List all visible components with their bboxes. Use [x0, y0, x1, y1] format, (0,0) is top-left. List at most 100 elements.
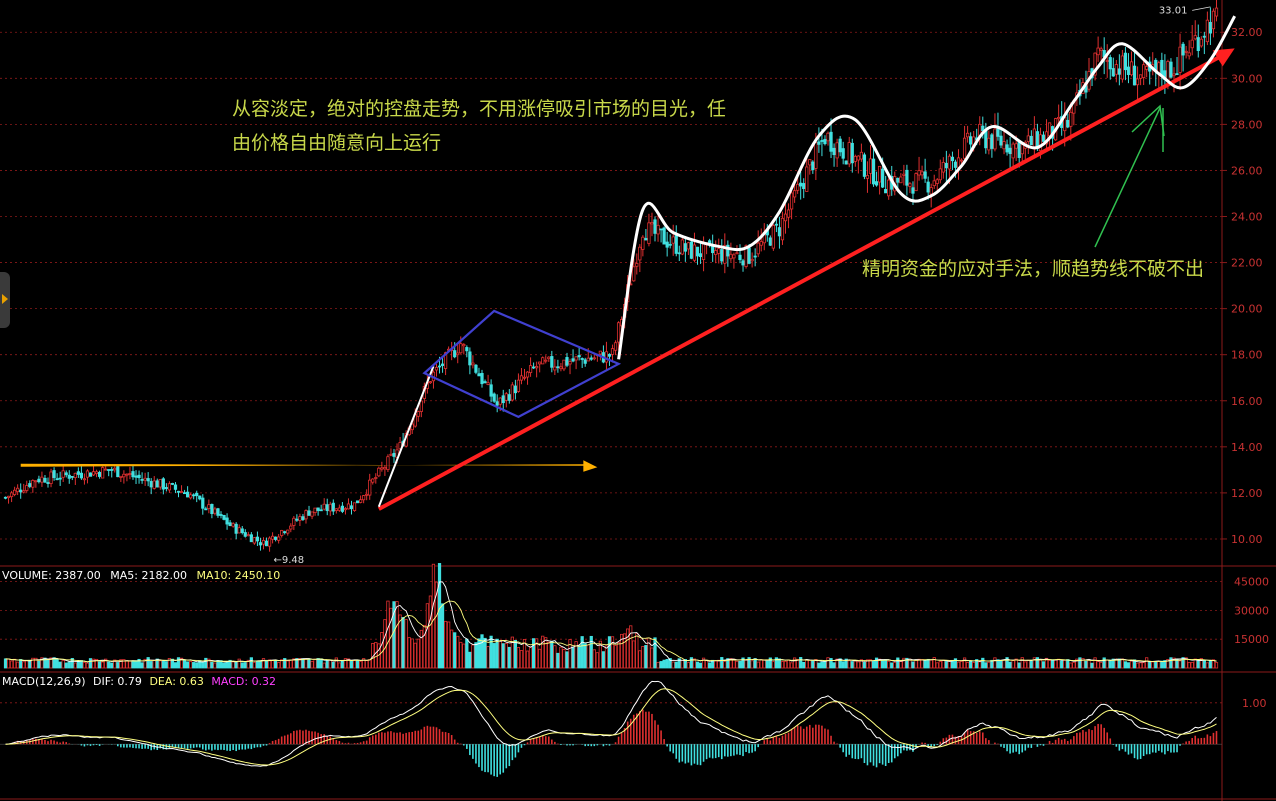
candle-body — [340, 505, 345, 512]
volume-bar — [738, 660, 742, 669]
volume-bar — [620, 633, 624, 669]
volume-bar — [173, 662, 178, 669]
price-tick-label: 16.00 — [1231, 395, 1263, 408]
candle-body — [134, 475, 138, 478]
volume-bar — [131, 660, 135, 669]
volume-bar — [765, 660, 769, 669]
breakout-line — [377, 365, 435, 508]
candle-body — [258, 542, 263, 546]
volume-bar — [616, 642, 621, 669]
candle-body — [686, 242, 691, 250]
volume-bar — [1102, 657, 1106, 669]
volume-bar — [234, 661, 238, 669]
candle-body — [941, 162, 945, 173]
volume-bar — [783, 660, 788, 669]
candle-body — [638, 246, 642, 261]
candle-body — [419, 400, 423, 412]
volume-bar — [389, 607, 393, 669]
volume-bar — [920, 659, 924, 669]
volume-bar — [735, 660, 739, 669]
candle-body — [902, 173, 906, 176]
candle-body — [920, 171, 924, 176]
volume-bar — [352, 660, 357, 669]
volume-bar — [383, 619, 387, 669]
candle-body — [249, 534, 253, 543]
volume-bar — [158, 660, 162, 669]
candle-body — [568, 361, 572, 365]
candle-body — [365, 493, 369, 496]
candle-body — [1193, 35, 1197, 40]
candle-body — [826, 132, 830, 142]
macd-dea-line — [5, 688, 1217, 766]
volume-bar — [987, 661, 991, 669]
volume-bar — [304, 658, 308, 669]
volume-bar — [762, 659, 766, 669]
candle-body — [732, 254, 736, 259]
candle-body — [398, 442, 402, 450]
candle-body — [480, 372, 484, 385]
candle-body — [504, 393, 508, 401]
volume-bar — [844, 658, 848, 669]
candle-body — [31, 479, 35, 488]
candle-body — [1175, 73, 1179, 76]
volume-bar — [635, 633, 639, 669]
volume-bar — [258, 660, 263, 669]
volume-bar — [401, 617, 405, 669]
volume-bar — [73, 662, 77, 669]
macd-value: MACD: 0.32 — [211, 675, 277, 688]
candle-body — [182, 492, 187, 495]
candle-body — [698, 253, 703, 258]
candle-body — [984, 130, 988, 149]
candle-body — [280, 530, 284, 536]
volume-bar — [835, 658, 839, 669]
candle-body — [1205, 19, 1209, 43]
candle-body — [1211, 10, 1216, 30]
volume-bar — [1117, 658, 1121, 669]
volume-bar — [492, 643, 496, 669]
volume-bar — [708, 662, 712, 669]
volume-bar — [1208, 660, 1213, 669]
candle-body — [820, 140, 824, 142]
volume-bar — [398, 614, 402, 669]
candle-body — [947, 155, 952, 170]
candle-body — [796, 183, 800, 191]
volume-bar — [1020, 657, 1024, 669]
volume-bar — [125, 660, 129, 669]
candle-body — [1032, 128, 1036, 150]
candle-body — [553, 366, 557, 371]
candle-body — [577, 355, 581, 358]
volume-bar — [340, 659, 345, 669]
candle-body — [887, 179, 891, 197]
candle-body — [140, 479, 144, 481]
volume-bar — [1129, 660, 1134, 669]
candle-body — [862, 154, 867, 177]
candle-body — [295, 518, 299, 521]
volume-bar — [495, 638, 499, 669]
volume-bar — [64, 662, 68, 669]
volume-bar — [228, 659, 232, 669]
candle-body — [881, 168, 885, 188]
volume-bar — [328, 659, 332, 669]
candle-body — [110, 469, 114, 471]
volume-bar — [1099, 662, 1103, 669]
volume-bar — [137, 658, 141, 669]
volume-bar — [149, 661, 153, 669]
volume-bar — [310, 660, 314, 669]
volume-bar — [343, 658, 348, 669]
candle-body — [207, 504, 211, 510]
candle-body — [240, 528, 244, 534]
candle-body — [507, 394, 511, 401]
volume-bar — [890, 662, 894, 669]
volume-bar — [428, 595, 433, 669]
volume-bar — [723, 660, 727, 669]
candle-body — [383, 466, 387, 470]
volume-bar — [1093, 657, 1097, 669]
volume-bar — [195, 662, 199, 669]
candle-body — [186, 491, 190, 498]
volume-bar — [286, 660, 290, 669]
price-tick-label: 32.00 — [1231, 26, 1263, 39]
candle-body — [170, 483, 175, 485]
side-panel-toggle[interactable] — [0, 272, 10, 328]
candle-body — [969, 136, 973, 145]
candle-body — [953, 161, 958, 168]
